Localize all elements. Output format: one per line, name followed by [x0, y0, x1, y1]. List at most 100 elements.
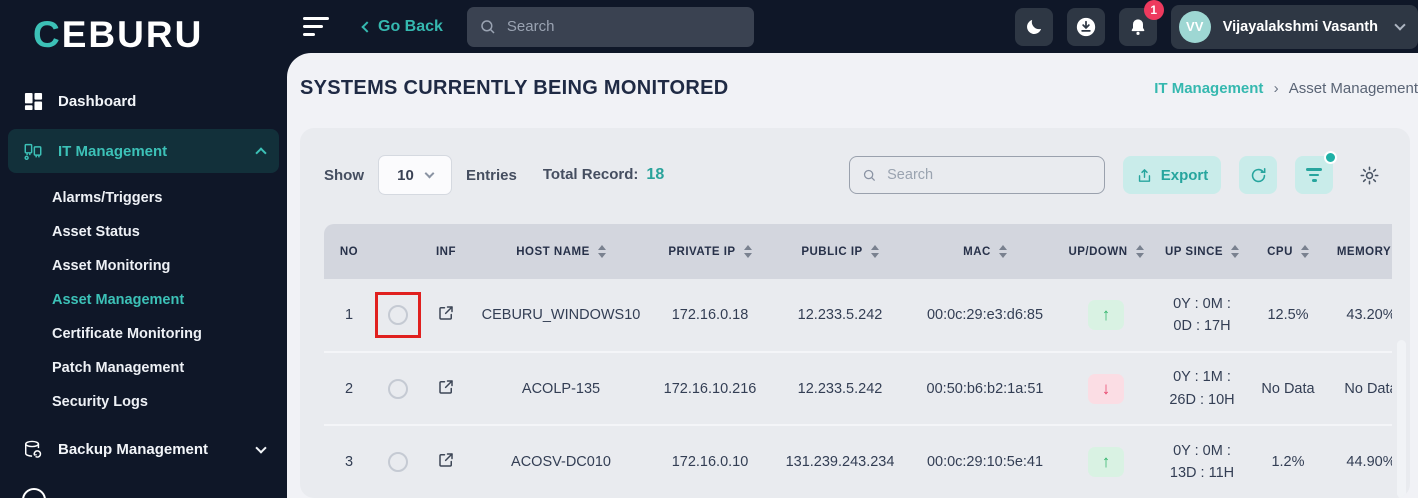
cell-host-name: ACOLP-135: [470, 352, 652, 426]
cell-select: [374, 425, 422, 498]
cell-cpu: 1.2%: [1250, 425, 1326, 498]
bell-icon: [1131, 18, 1145, 35]
moon-icon: [1026, 19, 1041, 34]
page-title: SYSTEMS CURRENTLY BEING MONITORED: [300, 77, 729, 99]
search-icon: [481, 19, 495, 34]
column-settings-button[interactable]: [1359, 165, 1380, 186]
user-menu[interactable]: VV Vijayalakshmi Vasanth: [1170, 4, 1418, 49]
external-link-icon[interactable]: [437, 304, 455, 322]
col-header-memory[interactable]: MEMORY: [1326, 224, 1392, 279]
sort-icon: [1231, 245, 1240, 258]
brand-logo-accent-letter: C: [33, 14, 62, 55]
partial-sidebar-icon: [22, 488, 46, 498]
sort-icon: [1135, 245, 1144, 258]
cell-memory: 44.90%: [1326, 425, 1392, 498]
dark-mode-toggle[interactable]: [1014, 7, 1053, 46]
go-back-link[interactable]: Go Back: [361, 18, 443, 36]
page-size-value: 10: [397, 166, 414, 184]
export-icon: [1138, 168, 1150, 182]
status-up-badge: ↑: [1088, 447, 1124, 477]
breadcrumb-parent[interactable]: IT Management: [1154, 80, 1264, 97]
main-content: SYSTEMS CURRENTLY BEING MONITORED IT Man…: [287, 53, 1418, 498]
cell-private-ip: 172.16.0.18: [652, 279, 768, 353]
backup-management-icon: [22, 439, 44, 459]
col-header-inf[interactable]: INF: [422, 224, 470, 279]
cell-private-ip: 172.16.10.216: [652, 352, 768, 426]
table-row: 2 ACOLP-135 172.16.10.216 12.233.5.242: [324, 352, 1392, 426]
breadcrumb-current: Asset Management: [1288, 80, 1418, 97]
sidebar-item-asset-status[interactable]: Asset Status: [52, 224, 140, 240]
topbar-actions: 1 VV Vijayalakshmi Vasanth: [1014, 0, 1418, 49]
cell-no: 3: [324, 425, 374, 498]
sidebar-item-dashboard[interactable]: Dashboard: [8, 80, 279, 123]
sidebar-item-backup-management[interactable]: Backup Management: [8, 427, 279, 471]
hamburger-menu-icon[interactable]: [303, 17, 331, 36]
sidebar-item-asset-management[interactable]: Asset Management: [52, 292, 185, 308]
export-button[interactable]: Export: [1123, 156, 1221, 194]
cell-inf: [422, 279, 470, 353]
gear-icon: [1360, 165, 1379, 185]
sort-icon: [597, 245, 606, 258]
sidebar-item-alarms-triggers[interactable]: Alarms/Triggers: [52, 190, 163, 206]
sidebar-item-certificate-monitoring[interactable]: Certificate Monitoring: [52, 326, 202, 342]
cell-mac: 00:50:b6:b2:1a:51: [912, 352, 1058, 426]
col-header-mac[interactable]: MAC: [912, 224, 1058, 279]
global-search-input[interactable]: [506, 18, 742, 35]
external-link-icon[interactable]: [437, 451, 455, 469]
row-radio-button[interactable]: [388, 452, 408, 472]
col-header-up-since[interactable]: UP SINCE: [1154, 224, 1250, 279]
filter-active-dot: [1324, 151, 1337, 164]
cell-up-since: 0Y : 0M :13D : 11H: [1154, 425, 1250, 498]
page-size-select[interactable]: 10: [378, 155, 452, 195]
cell-select: [374, 352, 422, 426]
row-radio-button[interactable]: [388, 305, 408, 325]
table-search-input[interactable]: [887, 167, 1092, 183]
sort-icon: [998, 245, 1007, 258]
cell-private-ip: 172.16.0.10: [652, 425, 768, 498]
row-radio-button[interactable]: [388, 378, 408, 399]
cell-updown: ↑: [1058, 279, 1154, 353]
cell-cpu: 12.5%: [1250, 279, 1326, 353]
filter-button[interactable]: [1295, 151, 1337, 194]
col-header-updown[interactable]: UP/DOWN: [1058, 224, 1154, 279]
sidebar-item-patch-management[interactable]: Patch Management: [52, 360, 185, 376]
sidebar-item-label: Backup Management: [58, 440, 209, 458]
cell-public-ip: 12.233.5.242: [768, 279, 912, 353]
table-controls: Show 10 Entries Total Record: 18: [300, 151, 1410, 196]
table-scrollbar[interactable]: [1397, 340, 1406, 498]
total-record: Total Record: 18: [543, 166, 664, 184]
sidebar-item-security-logs[interactable]: Security Logs: [52, 394, 148, 410]
col-header-select: [374, 224, 422, 279]
brand-logo[interactable]: C EBURU: [0, 0, 287, 70]
cell-host-name: CEBURU_WINDOWS10: [470, 279, 652, 353]
breadcrumb-separator: ›: [1273, 80, 1279, 97]
dashboard-icon: [22, 92, 44, 111]
col-header-private-ip[interactable]: PRIVATE IP: [652, 224, 768, 279]
chevron-down-icon: [424, 168, 435, 179]
col-header-cpu[interactable]: CPU: [1250, 224, 1326, 279]
external-link-icon[interactable]: [437, 378, 455, 396]
chevron-down-icon: [1394, 19, 1406, 31]
table-search: [849, 156, 1105, 194]
table-row: 1 CEBURU_WINDOWS10 172.16.0.18: [324, 279, 1392, 353]
it-management-submenu: Alarms/Triggers Asset Status Asset Monit…: [8, 179, 279, 427]
col-header-no[interactable]: NO: [324, 224, 374, 279]
refresh-button[interactable]: [1239, 156, 1277, 194]
sidebar-item-asset-monitoring[interactable]: Asset Monitoring: [52, 258, 171, 274]
notifications-button[interactable]: 1: [1118, 0, 1164, 46]
table-row: 3 ACOSV-DC010 172.16.0.10 131.239.243.23…: [324, 425, 1392, 498]
chevron-up-icon: [255, 147, 267, 159]
col-header-public-ip[interactable]: PUBLIC IP: [768, 224, 912, 279]
sidebar-item-it-management[interactable]: IT Management: [8, 129, 279, 173]
it-management-icon: [22, 141, 44, 161]
export-label: Export: [1160, 166, 1209, 184]
download-button[interactable]: [1066, 7, 1105, 46]
cell-up-since: 0Y : 1M :26D : 10H: [1154, 352, 1250, 426]
cell-memory: 43.20%: [1326, 279, 1392, 353]
status-down-badge: ↓: [1088, 373, 1124, 404]
cell-cpu: No Data: [1250, 352, 1326, 426]
cell-public-ip: 131.239.243.234: [768, 425, 912, 498]
monitored-systems-card: Show 10 Entries Total Record: 18: [300, 128, 1410, 498]
col-header-host-name[interactable]: HOST NAME: [470, 224, 652, 279]
